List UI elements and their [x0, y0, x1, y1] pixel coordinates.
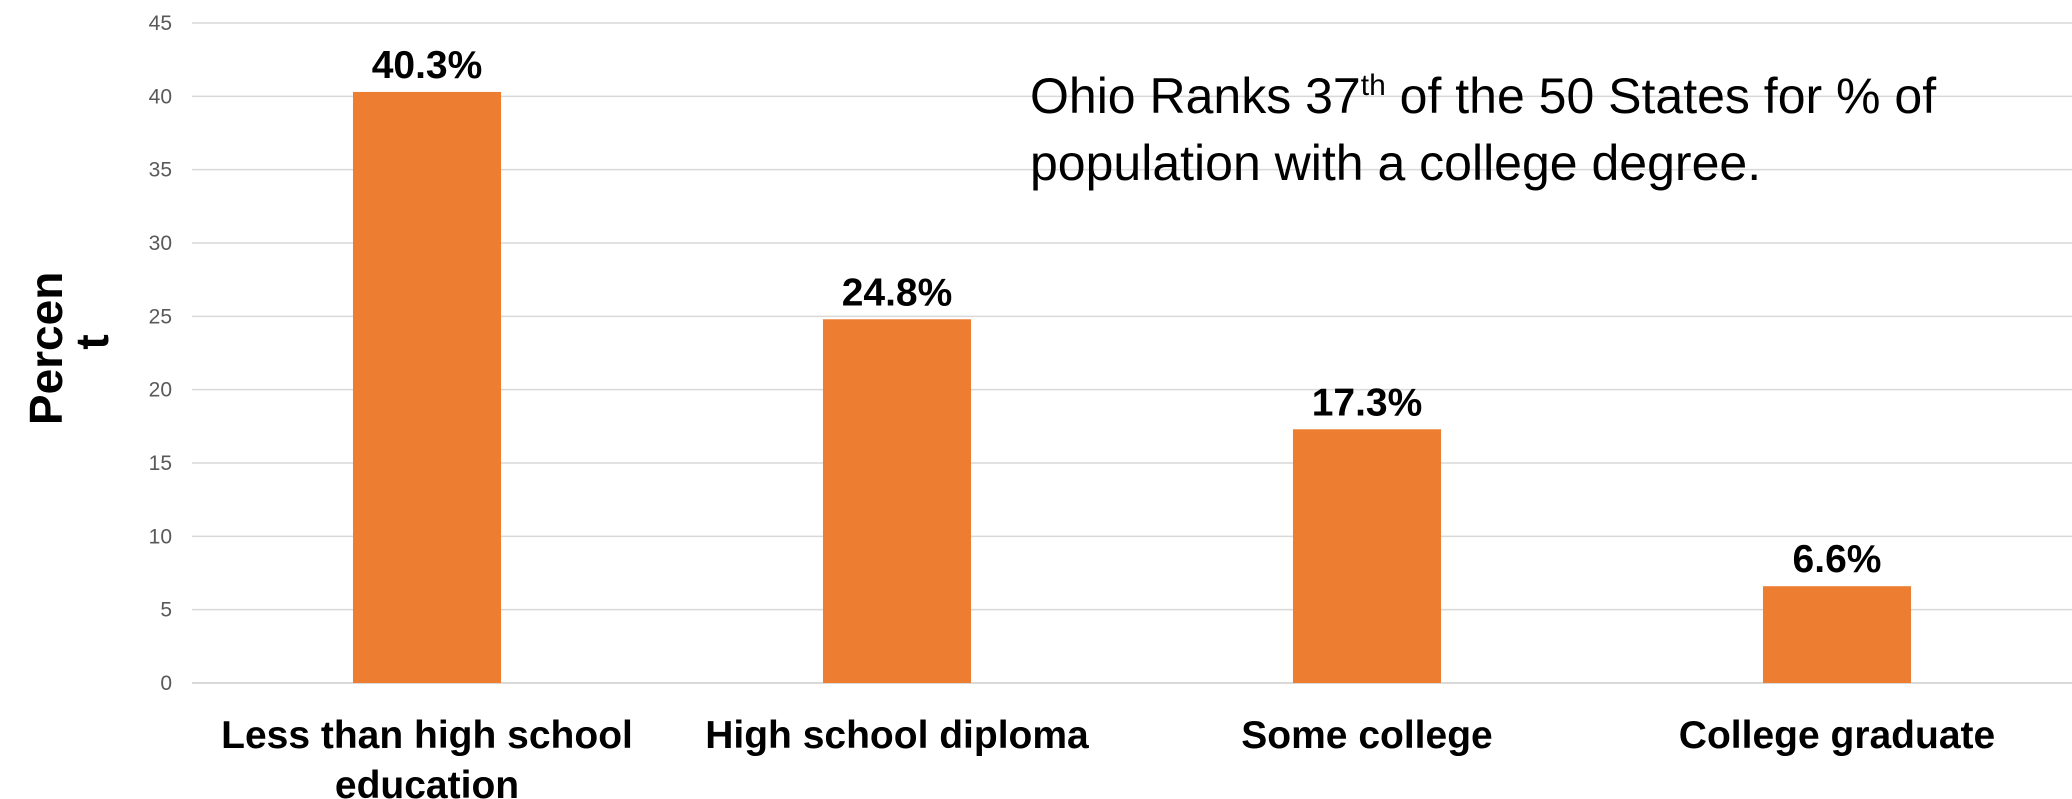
y-tick-label-25: 25: [149, 305, 172, 328]
bar-1: [352, 91, 502, 683]
y-tick-label-35: 35: [149, 159, 172, 182]
bar-4: [1762, 586, 1912, 683]
annotation-rank-text: Ohio Ranks 37: [1030, 68, 1361, 124]
category-label-4: College graduate: [1679, 714, 1995, 757]
bar-2: [822, 319, 972, 683]
category-label-1-line-2: education: [335, 764, 519, 799]
category-label-3: Some college: [1241, 714, 1492, 757]
category-label-1-line-1: Less than high school: [221, 714, 633, 757]
gridlines: [192, 22, 2072, 684]
category-label-2-line-1: High school diploma: [705, 714, 1089, 757]
y-axis-label-line-2: t: [66, 334, 118, 349]
y-axis-label-line-1: Percen: [20, 272, 72, 425]
y-tick-label-30: 30: [149, 232, 172, 255]
bars: [352, 91, 1912, 683]
data-label-2: 24.8%: [842, 271, 953, 314]
data-label-4: 6.6%: [1793, 538, 1882, 581]
x-axis-category-labels: Less than high school education High schoo…: [221, 714, 1995, 799]
annotation-rank-rest: of the 50 States for % of: [1386, 68, 1936, 124]
annotation-line-1: Ohio Ranks 37th of the 50 States for % o…: [1030, 68, 1936, 124]
y-tick-label-40: 40: [149, 85, 172, 108]
y-tick-label-10: 10: [149, 525, 172, 548]
y-tick-label-20: 20: [149, 379, 172, 402]
y-axis-tick-labels: 0 5 10 15 20 25 30 35 40 45: [149, 12, 172, 695]
y-tick-label-15: 15: [149, 452, 172, 475]
y-tick-label-45: 45: [149, 12, 172, 35]
annotation-superscript: th: [1361, 69, 1386, 102]
data-labels: 40.3% 24.8% 17.3% 6.6%: [372, 44, 1882, 581]
data-label-3: 17.3%: [1312, 381, 1423, 424]
bar-3: [1292, 429, 1442, 683]
category-label-2: High school diploma: [705, 714, 1089, 757]
category-label-1: Less than high school education: [221, 714, 633, 799]
y-axis-label: Percen t: [20, 259, 118, 425]
y-tick-label-5: 5: [160, 599, 172, 622]
category-label-4-line-1: College graduate: [1679, 714, 1995, 757]
category-label-3-line-1: Some college: [1241, 714, 1492, 757]
annotation-line-2: population with a college degree.: [1030, 135, 1761, 191]
y-tick-label-0: 0: [160, 672, 172, 695]
data-label-1: 40.3%: [372, 44, 483, 87]
